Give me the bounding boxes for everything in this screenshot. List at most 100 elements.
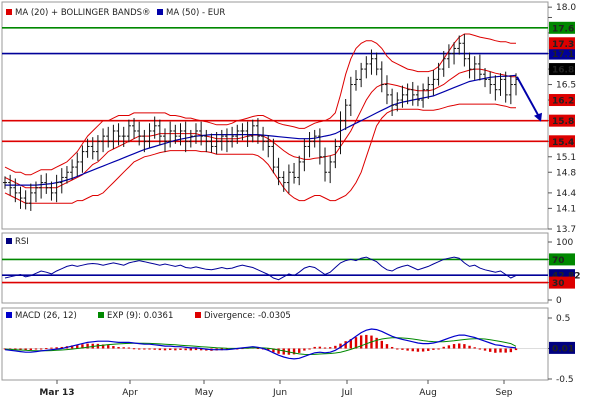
price-bar — [121, 126, 126, 147]
price-bar — [374, 52, 379, 76]
macd-divergence-bar — [143, 348, 146, 350]
rsi-value-tag: 30 — [549, 276, 575, 289]
legend-swatch-ma20 — [6, 9, 12, 15]
macd-divergence-bar — [463, 344, 466, 349]
macd-divergence-bar — [107, 345, 110, 349]
legend-label-macd: MACD (26, 12) — [15, 311, 77, 321]
price-bar — [111, 124, 116, 150]
price-bar — [116, 123, 121, 146]
svg-text:17.1: 17.1 — [552, 50, 574, 60]
svg-text:17.6: 17.6 — [552, 24, 574, 34]
price-bar — [302, 138, 307, 172]
price-bar — [126, 119, 131, 143]
price-value-tag: 17.3 — [549, 37, 575, 50]
macd-divergence-bar — [86, 343, 89, 349]
macd-divergence-bar — [499, 348, 502, 353]
price-bar — [224, 128, 229, 153]
macd-divergence-bar — [447, 345, 451, 349]
rsi-panel-frame — [1, 232, 549, 304]
price-bar — [369, 49, 374, 75]
macd-divergence-bar — [184, 348, 187, 351]
price-bar — [498, 73, 503, 96]
macd-divergence-bar — [494, 348, 497, 353]
macd-divergence-bar — [401, 348, 404, 350]
macd-divergence-bar — [339, 343, 342, 349]
price-bar — [348, 76, 353, 117]
macd-divergence-bar — [375, 337, 378, 349]
legend-swatch-ma50 — [157, 9, 163, 15]
price-bar — [441, 51, 446, 77]
macd-divergence-bar — [117, 347, 120, 349]
macd-divergence-bar — [256, 348, 260, 350]
macd-divergence-bar — [112, 346, 115, 349]
price-bar — [137, 121, 142, 146]
price-bar — [245, 121, 250, 147]
price-y-tick-label: 15.1 — [556, 153, 576, 163]
macd-divergence-bar — [189, 348, 193, 351]
price-bar — [54, 174, 59, 203]
forecast-arrow-head — [534, 112, 542, 122]
macd-divergence-bar — [385, 344, 389, 349]
macd-divergence-bar — [483, 348, 487, 351]
price-bar — [307, 132, 312, 158]
price-bar — [33, 181, 38, 203]
macd-divergence-bar — [323, 347, 327, 349]
price-bar — [477, 54, 482, 81]
macd-divergence-bar — [365, 334, 368, 349]
price-bar — [472, 56, 477, 80]
macd-divergence-bar — [138, 348, 141, 350]
price-bar — [462, 33, 467, 67]
price-bar — [49, 181, 54, 201]
price-bar — [488, 71, 493, 94]
price-bar — [64, 166, 69, 184]
price-level-tag: 15.4 — [549, 135, 575, 148]
price-bar — [28, 183, 33, 211]
macd-divergence-bar — [303, 348, 306, 351]
price-bar — [188, 129, 193, 148]
macd-divergence-bar — [50, 347, 53, 349]
legend-swatch-divergence — [195, 312, 201, 318]
price-y-tick-label: 14.4 — [556, 189, 576, 199]
macd-divergence-bar — [122, 347, 125, 349]
price-y-tick-label: 16.5 — [556, 81, 576, 91]
x-tick-label: Jun — [272, 388, 287, 398]
upper-bollinger-band — [4, 33, 516, 176]
price-bar — [343, 98, 348, 130]
macd-divergence-bar — [354, 337, 358, 349]
macd-divergence-bar — [458, 343, 461, 349]
price-bar — [157, 119, 162, 146]
price-legend: MA (20) + BOLLINGER BANDS® MA (50) - EUR — [6, 8, 225, 18]
price-bar — [44, 173, 49, 194]
macd-y-tick-label: -0.5 — [556, 375, 574, 385]
macd-divergence-bar — [406, 348, 409, 351]
macd-divergence-bar — [478, 348, 482, 350]
price-bar — [193, 123, 198, 144]
price-bar — [266, 135, 271, 158]
price-bar — [364, 56, 369, 79]
price-bar — [235, 124, 240, 144]
price-bar — [13, 178, 18, 203]
macd-divergence-bar — [416, 348, 420, 352]
macd-divergence-bar — [390, 346, 394, 349]
macd-divergence-bar — [468, 345, 471, 349]
macd-divergence-bar — [277, 348, 280, 354]
macd-divergence-bar — [179, 348, 182, 350]
legend-label-exp: EXP (9): 0.0361 — [107, 311, 173, 321]
price-bar — [421, 83, 426, 108]
price-bar — [204, 129, 209, 153]
price-bar — [508, 75, 513, 105]
macd-legend: MACD (26, 12) EXP (9): 0.0361 Divergence… — [6, 311, 291, 321]
price-bar — [452, 42, 457, 65]
macd-divergence-bar — [127, 347, 131, 349]
macd-y-tick-label: 0.5 — [556, 314, 570, 324]
macd-divergence-bar — [432, 348, 435, 350]
price-bar — [142, 129, 147, 153]
svg-text:16.8: 16.8 — [552, 66, 574, 76]
ma20-line — [4, 68, 516, 189]
price-bar — [405, 83, 410, 105]
macd-divergence-bar — [29, 348, 33, 351]
macd-divergence-bar — [514, 348, 518, 351]
ma50-line — [5, 74, 517, 186]
legend-swatch-exp — [98, 312, 104, 318]
price-bar — [168, 121, 173, 148]
